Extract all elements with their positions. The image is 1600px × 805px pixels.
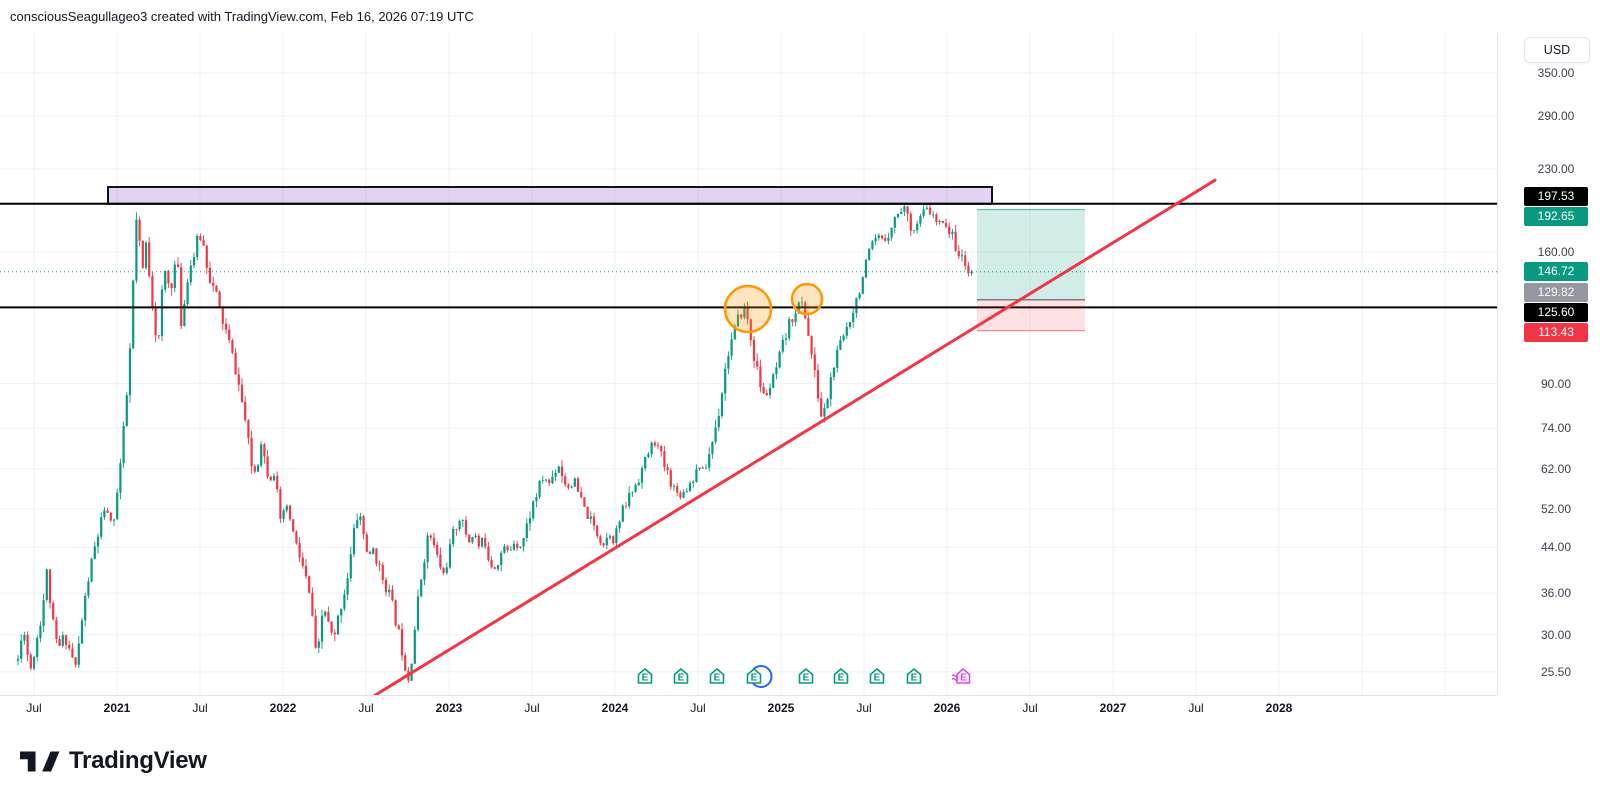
ascending-trend-line[interactable] — [363, 178, 1217, 695]
time-tick-label-2025: 2025 — [767, 701, 795, 715]
price-tick-label: 160.00 — [1537, 245, 1575, 259]
time-tick-label-2026: 2026 — [933, 701, 961, 715]
svg-text:E: E — [874, 672, 881, 683]
price-badge-long-position-target[interactable]: 192.65 — [1524, 207, 1588, 226]
price-tick-label: 25.50 — [1540, 665, 1572, 679]
time-tick-label-jul: Jul — [358, 701, 374, 715]
up-candle-wicks — [17, 203, 973, 681]
price-tick-label: 30.00 — [1540, 628, 1572, 642]
time-tick-label-2022: 2022 — [269, 701, 297, 715]
price-tick-label: 230.00 — [1537, 162, 1575, 176]
svg-text:E: E — [911, 672, 918, 683]
chart-attribution-title: consciousSeagullageo3 created with Tradi… — [10, 9, 474, 24]
tradingview-logo-text: TradingView — [69, 747, 207, 774]
currency-unit-button[interactable]: USD — [1524, 37, 1590, 63]
up-candle-bodies — [16, 206, 973, 681]
highlight-circle-1[interactable] — [723, 284, 773, 334]
earnings-icon[interactable]: E — [833, 668, 849, 684]
highlight-circle-2[interactable] — [790, 282, 824, 316]
svg-text:E: E — [642, 672, 649, 683]
earnings-icon[interactable]: E — [637, 668, 653, 684]
price-axis[interactable]: USD 350.00 290.00 230.00 160.00 90.00 74.00 62… — [1497, 33, 1600, 695]
grid — [0, 33, 1497, 695]
earnings-icon[interactable]: E — [906, 668, 922, 684]
time-tick-label-2023: 2023 — [435, 701, 463, 715]
time-tick-label-2021: 2021 — [103, 701, 131, 715]
price-tick-label: 290.00 — [1537, 109, 1575, 123]
price-badge-last-price: 146.72 — [1524, 262, 1588, 281]
earnings-icon[interactable]: E — [746, 668, 762, 684]
time-tick-label-jul: Jul — [856, 701, 872, 715]
svg-text:E: E — [678, 672, 685, 683]
time-tick-label-jul: Jul — [1022, 701, 1038, 715]
time-tick-label-2028: 2028 — [1265, 701, 1293, 715]
price-badge-long-position-stop[interactable]: 113.43 — [1524, 323, 1588, 342]
price-badge-horizontal-line-lower[interactable]: 125.60 — [1524, 303, 1588, 322]
price-tick-label: 90.00 — [1540, 377, 1572, 391]
candlestick-series[interactable] — [16, 203, 973, 683]
price-badge-horizontal-line-upper[interactable]: 197.53 — [1524, 187, 1588, 206]
price-tick-label: 36.00 — [1540, 586, 1572, 600]
svg-text:E: E — [960, 672, 967, 683]
earnings-icon[interactable]: E — [798, 668, 814, 684]
long-position-profit-zone[interactable] — [977, 209, 1085, 300]
tradingview-logo-icon — [20, 751, 60, 771]
earnings-icon[interactable]: E — [709, 668, 725, 684]
supply-zone-rectangle[interactable] — [107, 186, 993, 205]
time-axis[interactable]: Jul 2021 Jul 2022 Jul 2023 Jul 2024 Jul 2025 Jul 20… — [0, 695, 1497, 722]
price-tick-label: 52.00 — [1540, 502, 1572, 516]
time-tick-label-jul: Jul — [690, 701, 706, 715]
time-tick-label-jul: Jul — [524, 701, 540, 715]
footer-branding: TradingView — [20, 741, 207, 781]
time-tick-label-2024: 2024 — [601, 701, 629, 715]
time-tick-label-jul: Jul — [1188, 701, 1204, 715]
svg-text:E: E — [803, 672, 810, 683]
price-tick-label: 62.00 — [1540, 462, 1572, 476]
time-tick-label-2027: 2027 — [1099, 701, 1127, 715]
price-tick-label: 74.00 — [1540, 421, 1572, 435]
earnings-icon[interactable]: E — [673, 668, 689, 684]
time-tick-label-jul: Jul — [192, 701, 208, 715]
time-tick-label-jul: Jul — [26, 701, 42, 715]
svg-text:E: E — [714, 672, 721, 683]
svg-text:E: E — [751, 672, 758, 683]
price-tick-label: 350.00 — [1537, 66, 1575, 80]
price-badge-long-position-entry[interactable]: 129.82 — [1524, 283, 1588, 302]
projected-earnings-icon[interactable]: E — [951, 668, 971, 684]
earnings-icon[interactable]: E — [869, 668, 885, 684]
down-candle-bodies — [26, 206, 970, 681]
price-tick-label: 44.00 — [1540, 540, 1572, 554]
svg-text:E: E — [838, 672, 845, 683]
